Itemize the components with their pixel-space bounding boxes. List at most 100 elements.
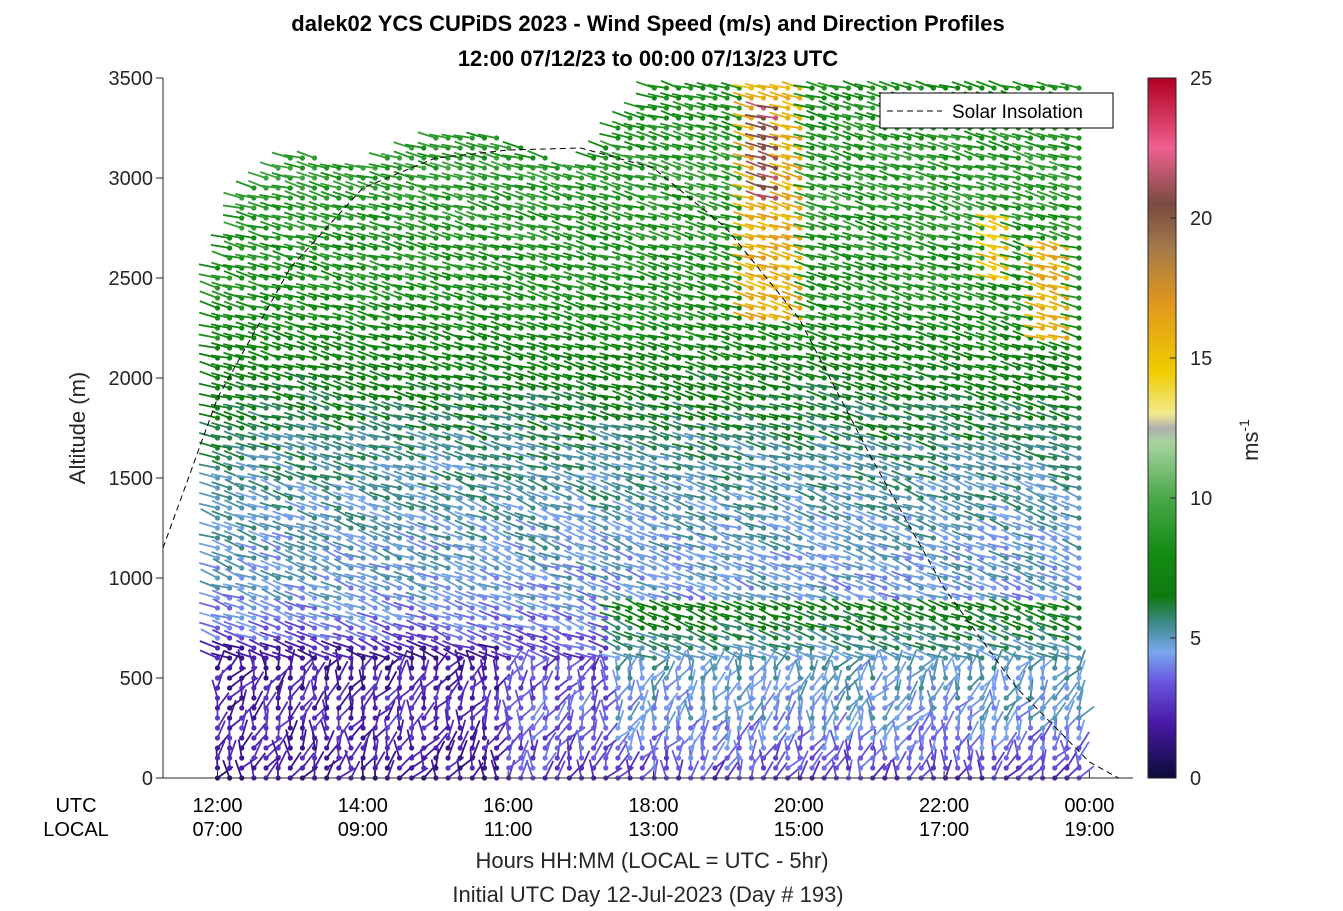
wind-barb-point	[639, 355, 645, 361]
wind-barb	[259, 252, 279, 259]
wind-barb-point	[239, 445, 245, 451]
wind-barb-point	[542, 545, 548, 551]
wind-barb-point	[409, 625, 415, 631]
wind-barb-point	[578, 745, 585, 751]
wind-barb	[271, 423, 291, 429]
wind-barb-point	[409, 385, 415, 391]
wind-barb	[283, 302, 303, 309]
wind-barb-point	[396, 325, 403, 331]
wind-barb-point	[360, 705, 366, 711]
wind-barb	[356, 411, 376, 419]
wind-barb-point	[445, 695, 451, 701]
wind-barb-point	[445, 355, 451, 361]
wind-barb-point	[372, 395, 378, 401]
wind-barb-point	[227, 735, 233, 741]
wind-barb-point	[336, 695, 342, 701]
wind-barb	[392, 233, 412, 239]
wind-barb-point	[554, 435, 560, 441]
wind-barb	[198, 601, 218, 609]
wind-barb	[308, 441, 327, 449]
wind-barb	[320, 611, 340, 619]
wind-barb-point	[615, 255, 621, 261]
wind-barb-point	[214, 665, 221, 671]
wind-barb	[333, 578, 352, 589]
wind-barb-point	[311, 595, 318, 601]
wind-barb-point	[554, 755, 560, 761]
wind-barb-point	[324, 395, 330, 401]
wind-barb-point	[591, 735, 597, 741]
wind-barb	[344, 573, 364, 579]
wind-barb	[659, 464, 679, 469]
wind-barb	[199, 550, 218, 559]
wind-barb	[211, 481, 230, 489]
wind-barb	[282, 739, 292, 759]
wind-barb-point	[457, 455, 463, 461]
wind-barb-point	[663, 95, 670, 101]
wind-barb-point	[324, 725, 330, 731]
wind-barb-point	[336, 365, 342, 371]
wind-barb-point	[360, 285, 366, 291]
wind-barb-point	[603, 175, 609, 181]
wind-barb-point	[433, 575, 439, 581]
wind-barb-point	[263, 475, 269, 481]
wind-barb	[368, 611, 388, 619]
wind-barb	[356, 562, 376, 569]
wind-barb-point	[239, 415, 245, 421]
wind-barb-point	[324, 425, 330, 431]
wind-barb-point	[263, 625, 269, 631]
wind-barb-point	[409, 675, 415, 681]
wind-barb	[247, 454, 267, 459]
wind-barb-point	[275, 295, 281, 301]
wind-barb-point	[263, 225, 269, 231]
wind-barb	[271, 341, 291, 349]
wind-barb-point	[214, 725, 221, 731]
wind-barb-point	[372, 465, 378, 471]
wind-barb-point	[530, 285, 536, 291]
wind-barb-point	[481, 705, 488, 711]
wind-barb-point	[506, 685, 512, 691]
wind-barb-point	[615, 305, 621, 311]
wind-barb-point	[530, 545, 536, 551]
wind-barb-point	[603, 725, 609, 731]
wind-barb-point	[372, 235, 378, 241]
wind-barb-point	[481, 735, 488, 741]
wind-barb	[308, 649, 316, 669]
wind-barb-point	[214, 675, 221, 681]
wind-barb-point	[603, 185, 609, 191]
wind-barb	[332, 223, 352, 229]
wind-barb-point	[409, 335, 415, 341]
wind-barb-point	[469, 605, 475, 611]
wind-barb-point	[493, 345, 500, 351]
wind-barb	[392, 313, 412, 319]
wind-barb-point	[578, 505, 585, 511]
wind-barb-point	[299, 615, 306, 621]
wind-barb-point	[299, 265, 306, 271]
wind-barb-point	[263, 655, 269, 661]
wind-barb	[210, 274, 230, 279]
wind-barb	[283, 492, 303, 499]
wind-barb-point	[688, 755, 694, 761]
wind-barb-point	[663, 335, 670, 341]
wind-barb-point	[578, 555, 585, 561]
wind-barb-point	[663, 695, 670, 701]
wind-barb-point	[675, 315, 682, 321]
wind-barb-point	[360, 695, 366, 701]
wind-barb	[301, 741, 315, 759]
wind-barb	[216, 740, 226, 759]
wind-barb-point	[627, 265, 633, 271]
wind-barb-point	[324, 465, 330, 471]
wind-barb	[210, 403, 230, 409]
wind-barb	[381, 430, 400, 439]
wind-barb-point	[433, 675, 439, 681]
wind-barb	[283, 411, 303, 419]
wind-barb	[307, 602, 327, 609]
wind-barb-point	[675, 175, 682, 181]
wind-barb-point	[311, 525, 318, 531]
wind-barb-point	[251, 425, 257, 431]
wind-barb	[344, 362, 364, 369]
wind-barb-point	[275, 695, 281, 701]
wind-barb-point	[578, 755, 585, 761]
wind-barb-point	[384, 435, 390, 441]
wind-barb	[356, 194, 376, 199]
wind-barb-point	[299, 725, 306, 731]
